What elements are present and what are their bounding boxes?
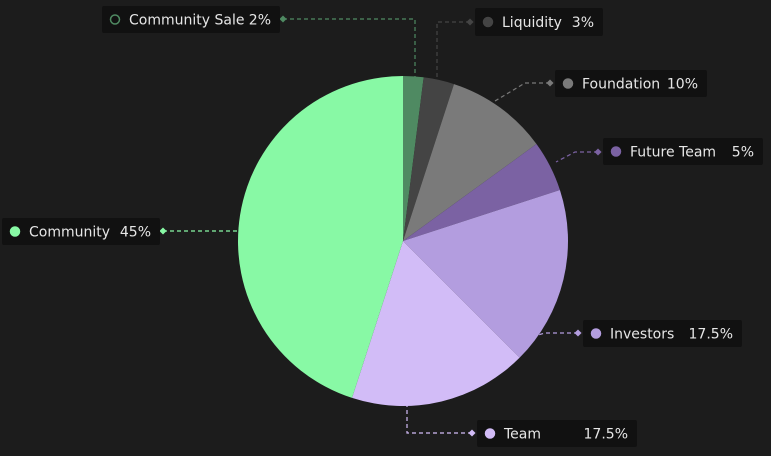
- label-box: [477, 420, 637, 447]
- value-label: 45%: [120, 225, 151, 241]
- pie-slice: [403, 84, 537, 241]
- pie-slice: [403, 190, 568, 358]
- pie-slice: [352, 241, 520, 406]
- leader-diamond: [279, 15, 287, 23]
- value-label: 17.5%: [584, 427, 628, 443]
- leader-diamond: [468, 429, 476, 437]
- value-label: 17.5%: [689, 327, 733, 343]
- legend-dot: [610, 146, 622, 157]
- legend-label: Liquidity: [502, 15, 562, 31]
- leader-diamond: [594, 148, 602, 156]
- leader-diamond: [159, 227, 167, 235]
- legend-label: Investors: [610, 327, 674, 343]
- leader-line: [555, 151, 598, 163]
- pie-slice: [403, 77, 454, 241]
- leader-line: [283, 18, 416, 78]
- leader-diamond: [466, 18, 474, 26]
- legend-label: Community Sale: [129, 13, 244, 29]
- legend-dot: [109, 14, 121, 25]
- label-box: [583, 320, 742, 347]
- legend-dot: [484, 428, 496, 439]
- legend-label: Community: [29, 225, 110, 241]
- legend-dot: [590, 328, 602, 339]
- legend-label: Future Team: [630, 145, 716, 161]
- label-box: [603, 138, 763, 165]
- label-box: [102, 6, 280, 33]
- pie-slice: [238, 76, 403, 398]
- value-label: 10%: [667, 77, 698, 93]
- legend-dot: [9, 226, 21, 237]
- value-label: 5%: [732, 145, 754, 161]
- leader-line: [436, 21, 470, 80]
- legend-label: Foundation: [582, 77, 660, 93]
- label-box: [555, 70, 707, 97]
- legend-label: Team: [503, 427, 541, 443]
- value-label: 2%: [249, 13, 271, 29]
- legend-dot: [562, 78, 574, 89]
- leader-diamond: [546, 79, 554, 87]
- value-label: 3%: [572, 15, 594, 31]
- pie-slice: [403, 144, 560, 241]
- legend-dot: [482, 16, 494, 28]
- leader-diamond: [574, 329, 582, 337]
- pie-slice: [403, 76, 424, 241]
- label-box: [2, 218, 160, 245]
- leader-line: [406, 405, 472, 434]
- leader-line: [494, 82, 550, 102]
- label-box: [475, 8, 603, 36]
- leader-line: [519, 332, 578, 341]
